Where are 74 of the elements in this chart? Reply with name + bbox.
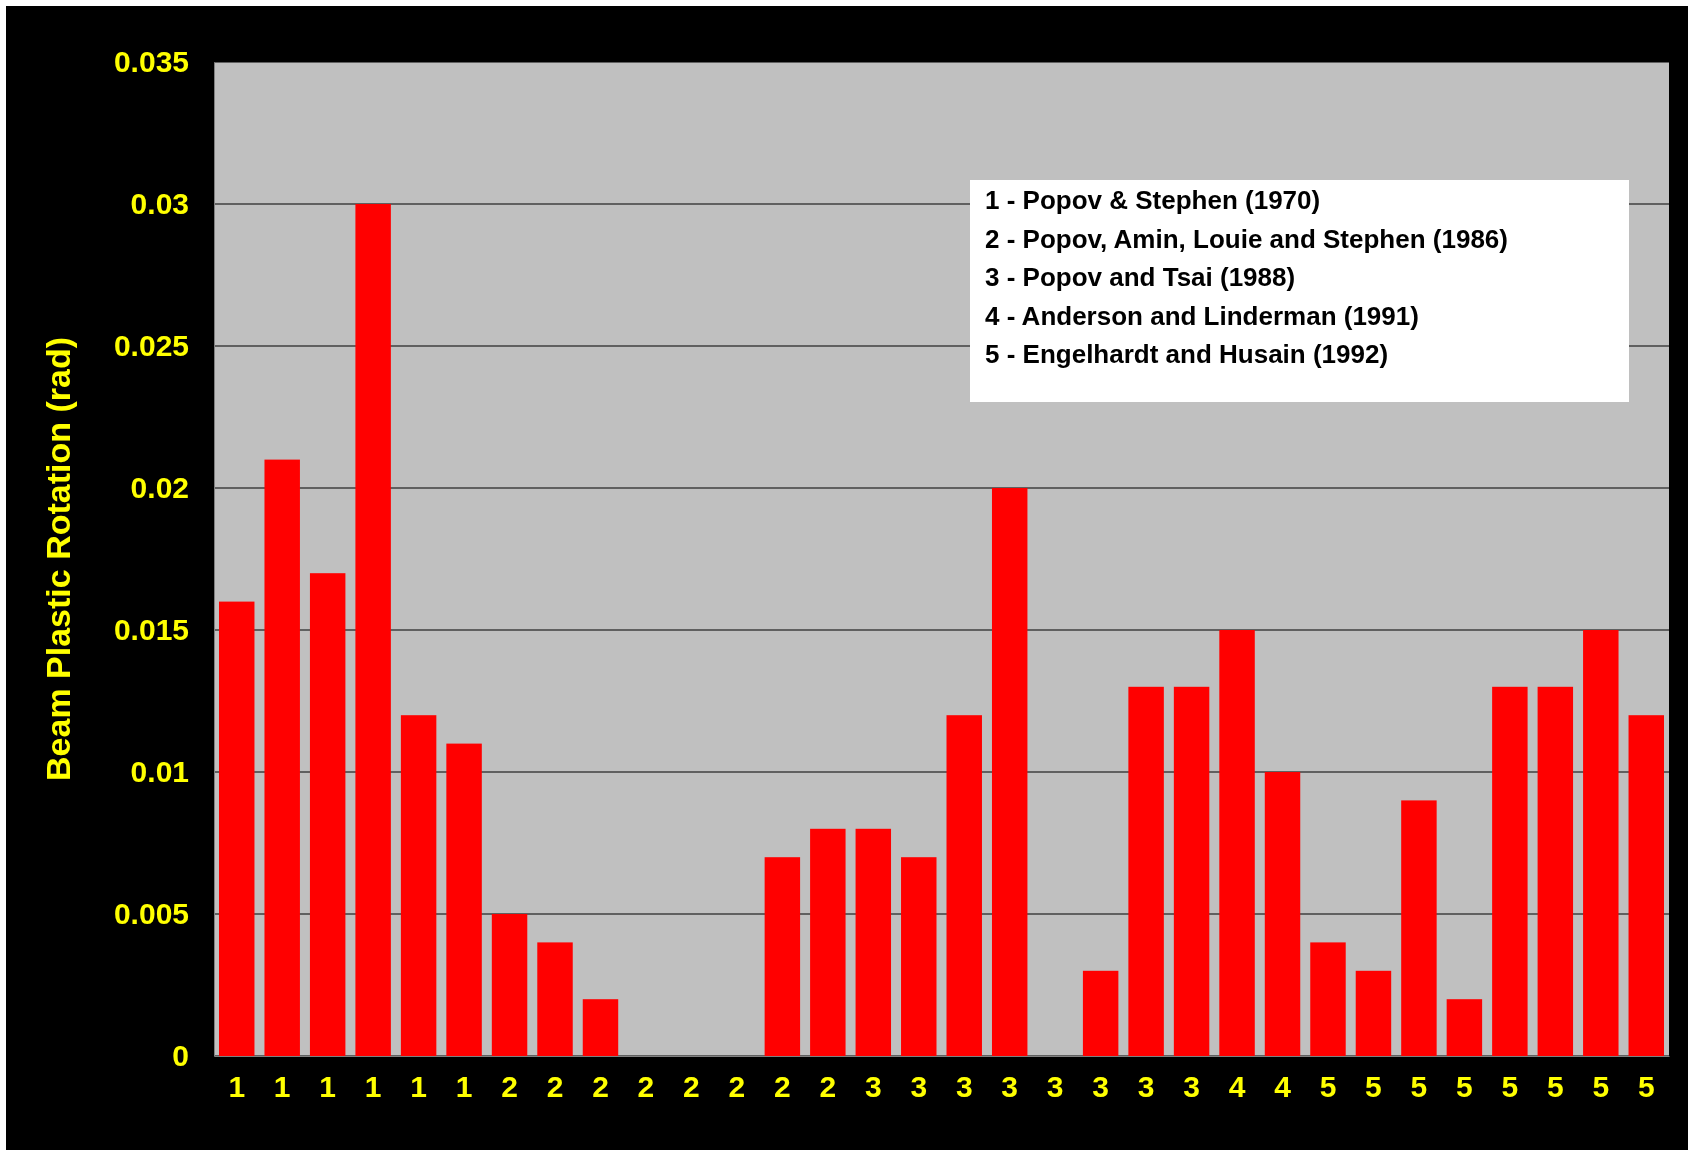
bar <box>1537 686 1574 1056</box>
y-tick-label: 0.005 <box>113 897 189 931</box>
bar <box>1628 715 1664 1056</box>
bar <box>355 204 391 1056</box>
x-tick-label: 1 <box>228 1070 246 1104</box>
annotation: 3 - Popov and Tsai (1988) <box>985 262 1296 292</box>
x-tick-label: 5 <box>1546 1070 1564 1104</box>
x-tick-label: 2 <box>683 1070 700 1104</box>
bar <box>991 488 1028 1056</box>
y-tick-label: 0 <box>172 1039 189 1073</box>
x-tick-label: 3 <box>955 1070 973 1104</box>
bar <box>219 601 255 1056</box>
bar <box>901 857 937 1056</box>
x-tick-label: 1 <box>455 1070 473 1104</box>
x-tick-label: 3 <box>1046 1070 1064 1104</box>
annotation: 5 - Engelhardt and Husain (1992) <box>985 339 1389 369</box>
bar <box>1355 970 1392 1056</box>
y-tick-label: 0.01 <box>130 755 189 789</box>
bar <box>309 573 346 1056</box>
x-tick-label: 3 <box>910 1070 928 1104</box>
x-tick-label: 2 <box>501 1070 518 1104</box>
y-tick-label: 0.035 <box>113 45 189 79</box>
bar <box>1310 942 1346 1056</box>
x-tick-label: 5 <box>1456 1070 1473 1104</box>
bar <box>810 828 846 1056</box>
x-tick-label: 1 <box>273 1070 291 1104</box>
bar <box>1219 630 1255 1056</box>
x-tick-label: 1 <box>319 1070 337 1104</box>
bar <box>1082 970 1119 1056</box>
annotation: 4 - Anderson and Linderman (1991) <box>985 300 1419 331</box>
bar <box>764 857 801 1056</box>
x-tick-label: 5 <box>1592 1070 1610 1104</box>
x-tick-label: 1 <box>410 1070 427 1104</box>
x-tick-label: 5 <box>1365 1070 1382 1104</box>
x-tick-label: 2 <box>637 1070 655 1104</box>
bar <box>1173 686 1210 1056</box>
x-tick-label: 2 <box>819 1070 837 1104</box>
bar <box>1401 800 1437 1056</box>
x-tick-label: 3 <box>1137 1070 1155 1104</box>
y-tick-label: 0.025 <box>113 329 189 363</box>
y-tick-label: 0.03 <box>130 187 189 221</box>
x-tick-label: 2 <box>774 1070 791 1104</box>
x-tick-label: 1 <box>364 1070 382 1104</box>
x-tick-label: 2 <box>728 1070 746 1104</box>
x-tick-label: 5 <box>1319 1070 1337 1104</box>
bar <box>855 828 892 1056</box>
y-tick-label: 0.015 <box>113 613 189 647</box>
bar <box>1492 686 1528 1056</box>
bar <box>1583 630 1619 1056</box>
bar <box>1446 999 1483 1056</box>
y-tick-label: 0.02 <box>130 471 189 505</box>
x-tick-label: 5 <box>1410 1070 1428 1104</box>
bar <box>537 942 573 1056</box>
annotation: 2 - Popov, Amin, Louie and Stephen (1986) <box>985 223 1508 254</box>
bar <box>491 914 528 1056</box>
bar <box>1128 686 1164 1056</box>
x-tick-label: 4 <box>1228 1070 1246 1104</box>
x-tick-label: 5 <box>1501 1070 1519 1104</box>
bar <box>264 459 300 1056</box>
bar <box>446 743 482 1056</box>
x-tick-label: 4 <box>1274 1070 1292 1104</box>
x-tick-label: 5 <box>1637 1070 1655 1104</box>
bar <box>946 715 982 1056</box>
x-tick-label: 3 <box>1092 1070 1109 1104</box>
annotation: 1 - Popov & Stephen (1970) <box>985 185 1321 215</box>
x-tick-label: 3 <box>1001 1070 1019 1104</box>
x-tick-label: 3 <box>1183 1070 1200 1104</box>
y-axis-title: Beam Plastic Rotation (rad) <box>39 337 77 781</box>
x-tick-label: 2 <box>592 1070 609 1104</box>
bar <box>582 999 619 1056</box>
bar <box>1264 772 1301 1056</box>
x-tick-label: 2 <box>546 1070 564 1104</box>
x-tick-label: 3 <box>864 1070 882 1104</box>
bar <box>400 715 437 1056</box>
